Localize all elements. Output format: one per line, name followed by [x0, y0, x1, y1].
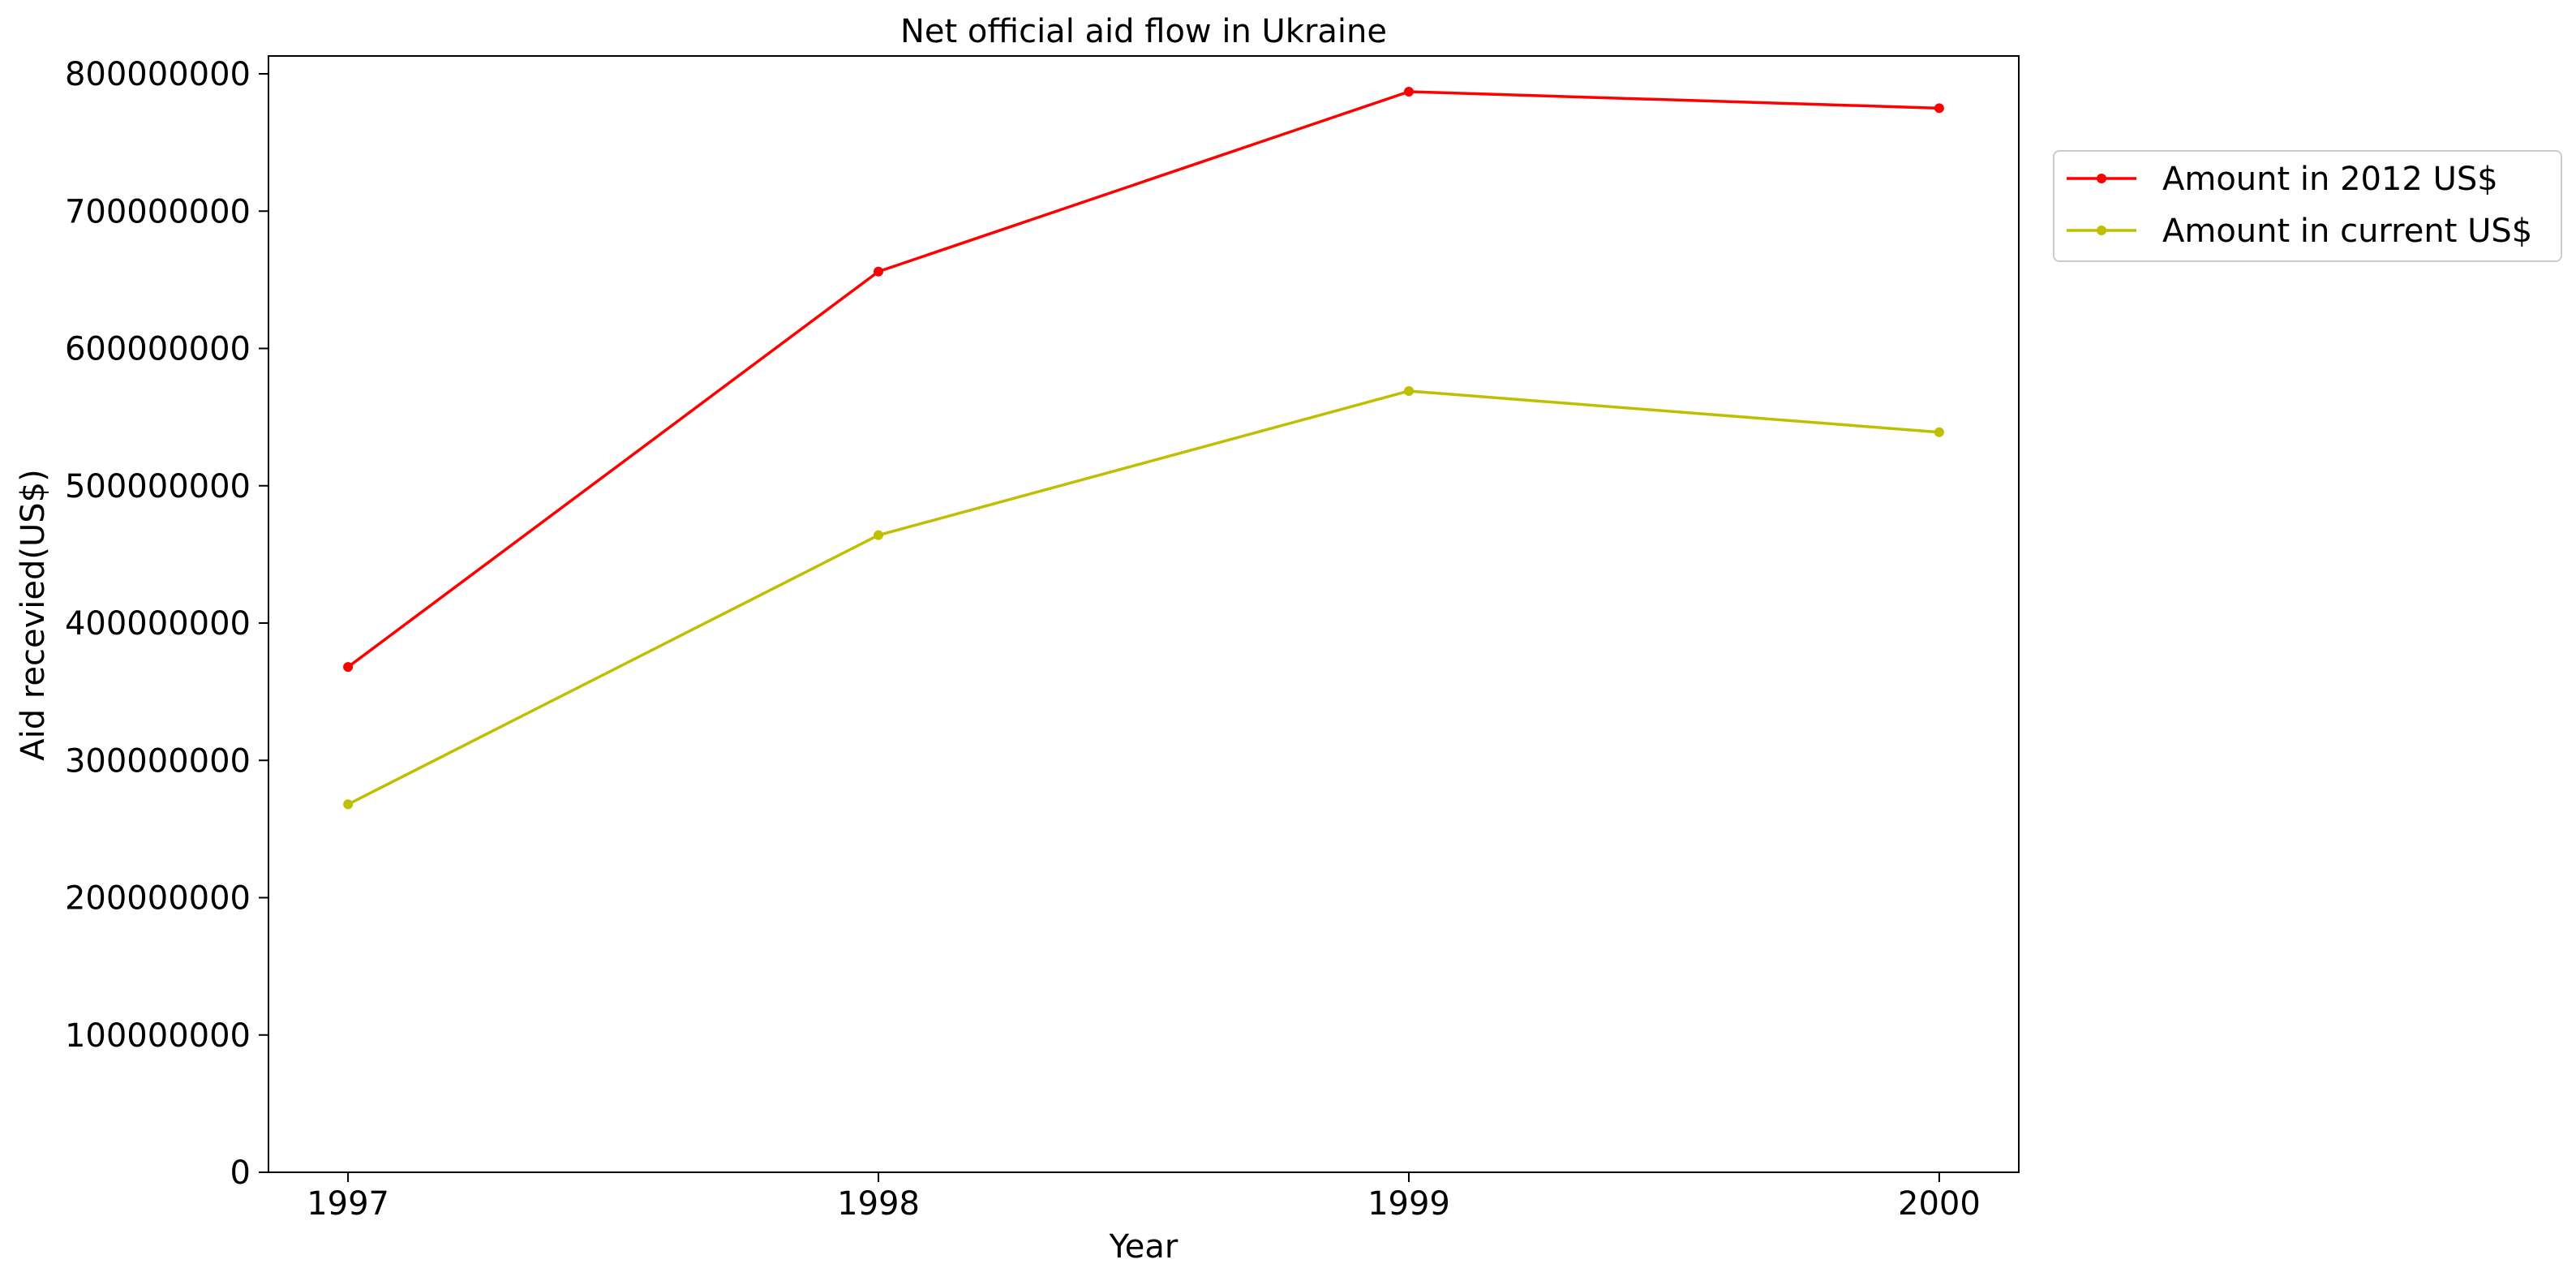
series-1-point	[874, 266, 884, 277]
series-2-point	[1403, 385, 1414, 396]
legend: Amount in 2012 US$ Amount in current US$	[2053, 150, 2562, 262]
series-line-2	[347, 389, 1940, 806]
legend-label-1: Amount in 2012 US$	[2162, 161, 2498, 198]
series-2-point	[874, 530, 884, 540]
y-tick-label: 300000000	[65, 742, 251, 780]
y-axis-label: Aid recevied(US$)	[15, 469, 52, 760]
x-tick-label: 1997	[307, 1185, 389, 1223]
x-tick-label: 1998	[837, 1185, 920, 1223]
series-line-1	[347, 90, 1939, 668]
chart-title: Net official aid flow in Ukraine	[900, 13, 1387, 50]
legend-marker-2	[2097, 226, 2106, 235]
plot-area: 0 100000000 200000000 300000000 400000000 500…	[65, 55, 2020, 1223]
legend-entries: Amount in 2012 US$ Amount in current US$	[2067, 161, 2532, 250]
x-tick-label: 2000	[1898, 1185, 1981, 1223]
y-tick-label: 400000000	[65, 605, 251, 643]
y-tick-label: 600000000	[65, 331, 251, 368]
y-tick-label: 200000000	[65, 880, 251, 918]
series-2-point	[1934, 427, 1944, 437]
legend-marker-1	[2097, 174, 2106, 183]
series-1-point	[343, 662, 354, 673]
y-tick-label: 700000000	[65, 193, 251, 230]
y-tick-label: 500000000	[65, 468, 251, 505]
legend-label-2: Amount in current US$	[2162, 213, 2532, 250]
series-1-point	[1403, 87, 1414, 97]
axes-frame	[268, 55, 2020, 1173]
y-tick-label: 100000000	[65, 1017, 251, 1055]
x-tick-label: 1999	[1367, 1185, 1450, 1223]
series-2-point	[343, 799, 354, 810]
legend-box	[2053, 150, 2562, 262]
x-axis-label: Year	[1109, 1228, 1179, 1266]
y-tick-label: 0	[230, 1154, 251, 1192]
y-tick-label: 800000000	[65, 56, 251, 93]
series-1-point	[1934, 103, 1944, 114]
